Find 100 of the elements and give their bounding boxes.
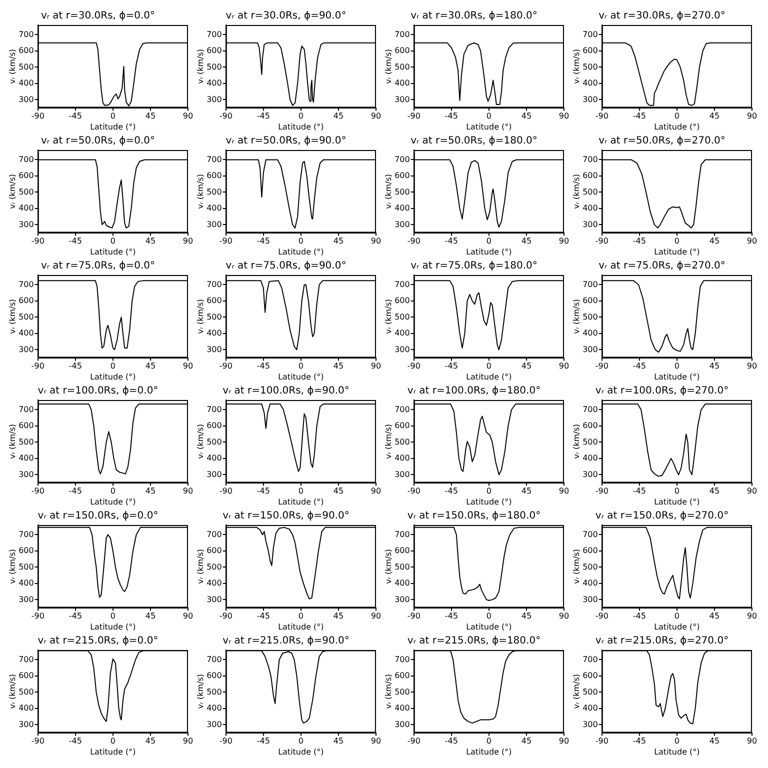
- y-axis-title: vᵣ (km/s): [196, 424, 205, 459]
- y-tick-label: 600: [18, 296, 34, 306]
- x-tick-label: 90: [558, 736, 570, 746]
- x-axis-title: Latitude (°): [466, 622, 512, 632]
- y-tick-label: 600: [206, 546, 222, 556]
- x-tick-label: 90: [746, 236, 758, 246]
- x-tick-label: 45: [521, 236, 532, 246]
- y-tick-label: 600: [206, 671, 222, 680]
- y-tick-label: 700: [582, 404, 598, 414]
- x-tick-label: 0: [674, 112, 680, 121]
- x-tick-label: -45: [444, 736, 458, 746]
- x-tick-label: -90: [595, 112, 608, 121]
- y-tick-label: 300: [18, 594, 34, 604]
- y-tick-label: 500: [18, 687, 34, 696]
- x-tick-label: -45: [256, 486, 270, 496]
- y-axis-title: vᵣ (km/s): [572, 548, 581, 584]
- x-tick-label: -45: [256, 236, 270, 246]
- x-axis-title: Latitude (°): [90, 747, 136, 756]
- y-tick-label: 300: [206, 594, 222, 604]
- y-tick-label: 700: [394, 530, 410, 539]
- y-tick-label: 300: [582, 344, 598, 354]
- y-tick-label: 300: [394, 344, 410, 354]
- x-tick-label: 45: [521, 486, 532, 496]
- x-tick-label: -90: [595, 736, 608, 746]
- y-tick-label: 600: [394, 296, 410, 306]
- chart-title: vᵣ at r=30.0Rs, ϕ=0.0°: [40, 10, 156, 22]
- x-tick-label: 90: [558, 362, 570, 371]
- x-tick-label: 45: [709, 486, 720, 496]
- x-tick-label: 45: [145, 612, 156, 621]
- x-axis-title: Latitude (°): [654, 622, 700, 632]
- y-tick-label: 300: [582, 94, 598, 104]
- y-axis-title: vᵣ (km/s): [572, 48, 581, 84]
- y-tick-label: 500: [394, 437, 410, 446]
- y-tick-label: 600: [394, 546, 410, 556]
- x-tick-label: -45: [256, 612, 270, 621]
- y-tick-label: 400: [394, 78, 410, 88]
- y-tick-label: 700: [206, 404, 222, 414]
- x-tick-label: -45: [68, 362, 82, 371]
- x-tick-label: 0: [486, 362, 492, 371]
- chart-title: vᵣ at r=50.0Rs, ϕ=180.0°: [410, 136, 538, 147]
- x-tick-label: -45: [444, 486, 458, 496]
- x-tick-label: -45: [632, 486, 646, 496]
- y-tick-label: 400: [394, 704, 410, 713]
- y-tick-label: 400: [394, 204, 410, 213]
- y-tick-label: 400: [18, 78, 34, 88]
- y-axis-title: vᵣ (km/s): [196, 674, 205, 709]
- y-tick-label: 300: [206, 470, 222, 479]
- y-tick-label: 300: [394, 94, 410, 104]
- x-axis-title: Latitude (°): [466, 372, 512, 382]
- y-tick-label: 400: [18, 454, 34, 463]
- x-tick-label: 0: [674, 612, 680, 621]
- x-tick-label: 0: [486, 736, 492, 746]
- y-tick-label: 500: [394, 187, 410, 196]
- y-tick-label: 300: [394, 470, 410, 479]
- x-tick-label: -90: [31, 236, 44, 246]
- y-tick-label: 300: [206, 220, 222, 229]
- x-tick-label: 90: [370, 112, 382, 121]
- x-tick-label: -90: [595, 236, 608, 246]
- x-tick-label: -90: [219, 236, 232, 246]
- y-tick-label: 700: [394, 404, 410, 414]
- y-axis-title: vᵣ (km/s): [384, 424, 393, 459]
- x-axis-title: Latitude (°): [466, 247, 512, 256]
- y-tick-label: 600: [18, 421, 34, 430]
- chart-title: vᵣ at r=75.0Rs, ϕ=90.0°: [226, 260, 346, 272]
- x-tick-label: -90: [407, 736, 420, 746]
- x-tick-label: -90: [31, 612, 44, 621]
- y-tick-label: 300: [582, 720, 598, 729]
- y-tick-label: 600: [394, 421, 410, 430]
- x-axis-title: Latitude (°): [90, 372, 136, 382]
- y-tick-label: 600: [206, 171, 222, 180]
- y-tick-label: 700: [18, 530, 34, 539]
- x-tick-label: -90: [31, 736, 44, 746]
- x-tick-label: 45: [521, 612, 532, 621]
- y-tick-label: 600: [394, 171, 410, 180]
- chart-title: vᵣ at r=215.0Rs, ϕ=270.0°: [595, 636, 729, 647]
- x-tick-label: 45: [145, 362, 156, 371]
- x-tick-label: 90: [746, 612, 758, 621]
- x-axis-title: Latitude (°): [278, 372, 324, 382]
- y-tick-label: 600: [18, 171, 34, 180]
- chart-title: vᵣ at r=150.0Rs, ϕ=180.0°: [407, 510, 541, 522]
- x-tick-label: 90: [558, 236, 570, 246]
- x-tick-label: 0: [486, 236, 492, 246]
- y-tick-label: 300: [18, 94, 34, 104]
- x-tick-label: -90: [31, 486, 44, 496]
- chart-title: vᵣ at r=100.0Rs, ϕ=90.0°: [222, 386, 350, 397]
- x-tick-label: -90: [219, 486, 232, 496]
- y-tick-label: 500: [18, 62, 34, 72]
- x-tick-label: 0: [298, 486, 304, 496]
- chart-title: vᵣ at r=75.0Rs, ϕ=180.0°: [410, 260, 538, 272]
- chart-title: vᵣ at r=215.0Rs, ϕ=0.0°: [38, 636, 158, 647]
- x-tick-label: -90: [31, 112, 44, 121]
- y-tick-label: 300: [582, 470, 598, 479]
- y-tick-label: 500: [582, 187, 598, 196]
- y-tick-label: 400: [18, 704, 34, 713]
- x-tick-label: 45: [709, 362, 720, 371]
- y-tick-label: 700: [394, 154, 410, 164]
- y-tick-label: 300: [18, 220, 34, 229]
- y-tick-label: 700: [206, 654, 222, 664]
- x-tick-label: -90: [407, 612, 420, 621]
- x-tick-label: 90: [558, 612, 570, 621]
